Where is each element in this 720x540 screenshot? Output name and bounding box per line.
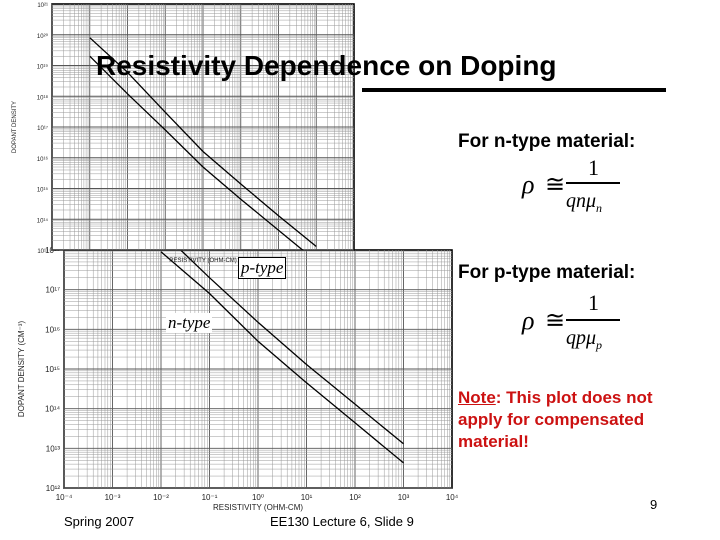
footer-date: Spring 2007 xyxy=(64,514,135,529)
title-underline xyxy=(362,88,666,92)
main-ytick-label: 10¹⁷ xyxy=(46,286,61,295)
inset-ytick-label: 10¹⁷ xyxy=(37,125,48,132)
inset-ytick-label: 10¹³ xyxy=(37,249,48,255)
main-xtick-label: 10⁻³ xyxy=(105,493,121,502)
ntype-approx: ≅ xyxy=(545,172,566,198)
inset-ytick-label: 10¹⁹ xyxy=(37,64,49,71)
ntype-numerator: 1 xyxy=(588,155,599,180)
main-series-p-type xyxy=(179,250,404,445)
inset-series-curve-2 xyxy=(89,55,304,250)
ptype-curve-label: p-type xyxy=(238,257,287,279)
ptype-fraction-bar xyxy=(566,319,620,321)
main-ytick-label: 10¹⁴ xyxy=(45,405,61,414)
inset-panel: 10¹³ 10¹⁴ 10¹⁵ 10¹⁶ 10¹⁷ 10¹⁸ 10¹⁹ 10²⁰ 10²¹ RESI… xyxy=(12,3,355,264)
inset-ytick-label: 10¹⁵ xyxy=(37,187,49,194)
inset-ytick-label: 10¹⁴ xyxy=(37,217,49,224)
inset-ytick-label: 10¹⁶ xyxy=(37,156,49,163)
footer-lecture: EE130 Lecture 6, Slide 9 xyxy=(270,514,414,529)
main-xtick-label: 10³ xyxy=(398,493,410,502)
main-ylabel: DOPANT DENSITY (CM⁻³) xyxy=(17,321,26,418)
inset-ytick-label: 10²¹ xyxy=(37,3,48,9)
main-xtick-label: 10⁰ xyxy=(252,493,264,502)
note-text: : This plot does not apply for compensat… xyxy=(458,388,653,451)
ntype-rho: ρ xyxy=(522,170,535,199)
ntype-curve-label: n-type xyxy=(166,313,213,333)
ptype-approx: ≅ xyxy=(545,308,566,334)
main-xtick-label: 10⁻⁴ xyxy=(56,493,73,502)
main-ytick-label: 10¹² xyxy=(46,484,61,493)
ptype-numerator: 1 xyxy=(588,290,599,315)
main-xtick-label: 10⁴ xyxy=(446,493,459,502)
ntype-heading: For n-type material: xyxy=(458,131,636,152)
ntype-denominator: qnμn xyxy=(566,190,603,215)
main-ytick-label: 10¹⁵ xyxy=(45,365,60,374)
inset-ylabel: DOPANT DENSITY xyxy=(12,101,18,153)
main-xtick-label: 10⁻¹ xyxy=(202,493,218,502)
main-xtick-label: 10⁻² xyxy=(153,493,169,502)
main-ytick-label: 10¹⁶ xyxy=(45,325,60,334)
main-xtick-label: 10² xyxy=(349,493,361,502)
main-ytick-label: 10¹³ xyxy=(46,444,61,453)
page-number: 9 xyxy=(650,497,658,512)
main-xtick-label: 10¹ xyxy=(301,493,313,502)
inset-series-curve-1 xyxy=(89,37,317,248)
ptype-heading: For p-type material: xyxy=(458,262,636,283)
inset-xlabel: RESISTIVITY (OHM-CM) xyxy=(169,258,237,264)
inset-ytick-label: 10²⁰ xyxy=(37,33,49,40)
ntype-fraction-bar xyxy=(566,182,620,184)
ptype-rho: ρ xyxy=(522,306,535,335)
main-xlabel: RESISTIVITY (OHM-CM) xyxy=(213,503,303,512)
inset-ytick-label: 10¹⁸ xyxy=(37,94,49,101)
compensated-note: Note: This plot does not apply for compe… xyxy=(458,387,693,453)
ptype-denominator: qpμp xyxy=(566,327,603,352)
main-series-n-type xyxy=(160,251,404,464)
main-panel: 10¹²10¹³10¹⁴10¹⁵10¹⁶10¹⁷10¹⁸10⁻⁴10⁻³10⁻²… xyxy=(17,246,459,512)
note-label: Note xyxy=(458,388,496,407)
slide-title: Resistivity Dependence on Doping xyxy=(96,50,557,81)
